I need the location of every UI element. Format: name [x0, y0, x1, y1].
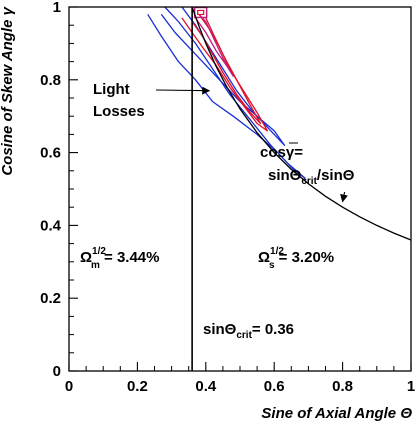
- light-losses-label-line2: Losses: [93, 103, 145, 120]
- contour-red-3: [191, 17, 262, 125]
- y-tick-label: 1: [53, 0, 61, 16]
- y-tick-label: 0.8: [40, 72, 61, 89]
- formula-arrow: [340, 191, 348, 203]
- light-losses-arrow: [155, 86, 211, 95]
- x-axis-title: Sine of Axial Angle Θ: [261, 405, 412, 422]
- x-tick-label: 0.2: [127, 378, 148, 395]
- x-tick-label: 0.8: [332, 378, 353, 395]
- x-tick-label: 0.6: [264, 378, 285, 395]
- omega-s-label: Ω1/2 s = 3.20%: [258, 246, 334, 271]
- contour-peak-inner: [197, 9, 205, 16]
- contour-magenta-4: [194, 13, 234, 77]
- y-tick-label: 0: [53, 363, 61, 380]
- axis-tick-labels: 0 0.2 0.4 0.6 0.8 1 0 0.2 0.4 0.6 0.8 1: [40, 0, 415, 395]
- omega-m-label: Ω1/2 m = 3.44%: [80, 246, 159, 271]
- formula-ratio: sinΘcrit/sinΘ: [268, 167, 355, 187]
- y-tick-label: 0.6: [40, 145, 61, 162]
- y-axis-title: Cosine of Skew Angle γ: [0, 5, 16, 175]
- axis-ticks: [68, 6, 412, 372]
- x-tick-label: 1: [407, 378, 415, 395]
- plot-frame: [68, 6, 412, 372]
- y-tick-label: 0.2: [40, 290, 61, 307]
- contour-blue-1: [160, 6, 286, 146]
- y-tick-label: 0.4: [40, 217, 62, 234]
- x-tick-label: 0.4: [195, 378, 217, 395]
- formula-cos-gamma: cosγ=: [260, 144, 303, 161]
- critical-angle-label: sinΘcrit= 0.36: [203, 321, 294, 341]
- light-losses-label-line1: Light: [93, 81, 130, 98]
- x-tick-label: 0: [65, 378, 73, 395]
- critical-angle-curve: [191, 6, 412, 241]
